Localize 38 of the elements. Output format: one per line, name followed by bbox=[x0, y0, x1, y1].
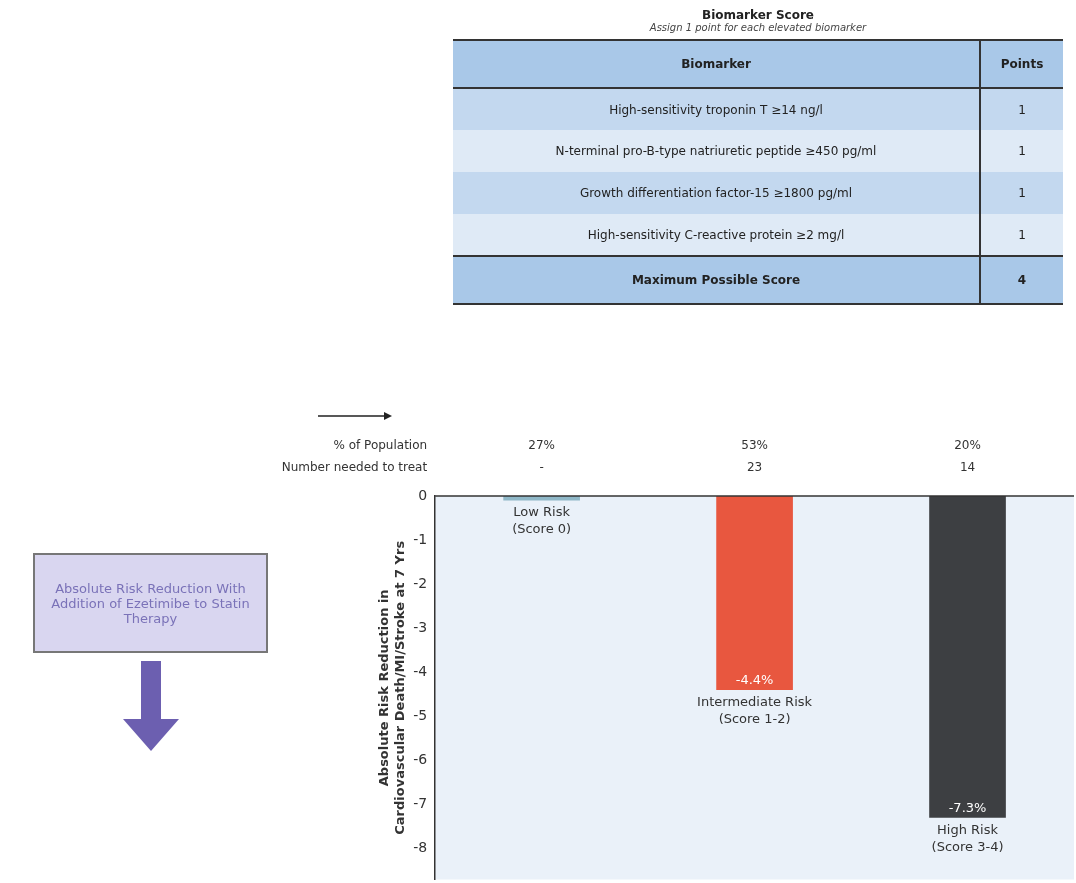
y-tick-label: -4 bbox=[413, 663, 428, 680]
text: 23 bbox=[746, 460, 763, 475]
y-tick-label: -7 bbox=[413, 795, 428, 812]
data-label: -7.3% bbox=[948, 799, 987, 815]
y-tick-label: 0 bbox=[418, 486, 428, 503]
text: Absolute Risk Reduction With Addition of Ezetimibe to Statin Therapy bbox=[33, 553, 268, 653]
text: - bbox=[539, 460, 544, 475]
data-label: -4.4% bbox=[735, 671, 774, 687]
x-tick-label: Low Risk (Score 0) bbox=[512, 504, 572, 537]
text: 1 bbox=[1017, 226, 1027, 244]
text: Growth differentiation factor-15 ≥1800 pg/ml bbox=[453, 172, 980, 214]
text: 4 bbox=[1016, 272, 1028, 289]
x-tick-label: Intermediate Risk (Score 1-2) bbox=[697, 693, 813, 726]
y-axis-title: Absolute Risk Reduction in Cardiovascular Death/MI/Stroke at 7 Yrs bbox=[376, 540, 407, 835]
text: 1 bbox=[1017, 143, 1027, 160]
text: Number needed to treat bbox=[281, 460, 428, 475]
text: Maximum Possible Score bbox=[453, 256, 980, 304]
text: Biomarker bbox=[453, 40, 980, 88]
y-tick-label: -3 bbox=[413, 618, 428, 635]
text: 1 bbox=[1017, 185, 1027, 202]
text: 53% bbox=[741, 438, 768, 453]
text: 14 bbox=[959, 460, 976, 475]
text: High-sensitivity C-reactive protein ≥2 mg/l bbox=[453, 214, 980, 256]
text: Assign 1 point for each elevated biomarker bbox=[648, 22, 868, 33]
text: 27% bbox=[528, 438, 555, 453]
y-tick-label: -6 bbox=[413, 751, 428, 768]
text: % of Population bbox=[333, 438, 428, 453]
y-tick-label: -1 bbox=[413, 530, 428, 547]
text: 20% bbox=[954, 438, 981, 453]
text: High-sensitivity troponin T ≥14 ng/l bbox=[453, 88, 980, 130]
y-tick-label: -2 bbox=[413, 574, 428, 591]
x-tick-label: High Risk (Score 3-4) bbox=[931, 821, 1004, 854]
text: Points bbox=[999, 56, 1045, 73]
text: Biomarker Score bbox=[701, 8, 815, 22]
text: N-terminal pro-B-type natriuretic peptide ≥450 pg/ml bbox=[453, 130, 980, 172]
y-tick-label: -5 bbox=[413, 707, 428, 724]
y-tick-label: -8 bbox=[413, 839, 428, 856]
text: 1 bbox=[1017, 101, 1027, 119]
